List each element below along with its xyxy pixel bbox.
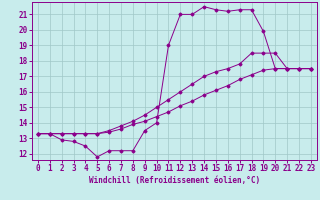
X-axis label: Windchill (Refroidissement éolien,°C): Windchill (Refroidissement éolien,°C) <box>89 176 260 185</box>
